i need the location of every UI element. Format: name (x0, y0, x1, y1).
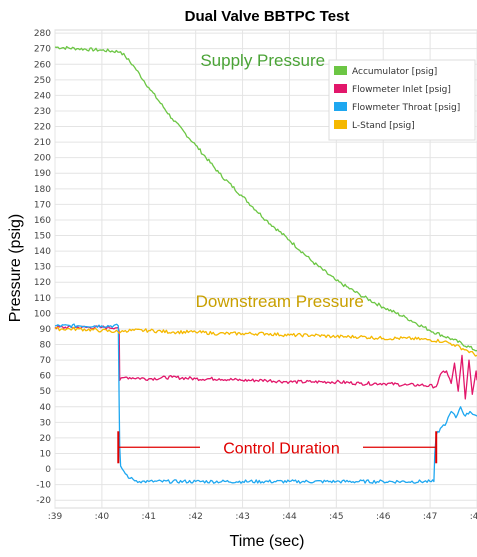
legend-label-1: Flowmeter Inlet [psig] (352, 85, 451, 95)
legend-box (328, 59, 476, 141)
y-tick-label: 140 (34, 247, 51, 257)
y-tick-label: 120 (34, 278, 51, 288)
legend-swatch-3 (334, 120, 347, 129)
y-axis-label: Pressure (psig) (7, 214, 24, 322)
legend-swatch-0 (334, 66, 347, 75)
y-tick-label: 50 (40, 387, 52, 397)
series-line-1 (54, 325, 477, 400)
legend-swatch-1 (334, 84, 347, 93)
y-tick-label: 160 (34, 216, 51, 226)
y-tick-label: 240 (34, 91, 51, 101)
x-tick-labels: :39 :40 :41 :42 :43 :44 :45 :46 :47 :48 (48, 512, 477, 522)
legend-label-3: L-Stand [psig] (352, 121, 415, 131)
y-tick-label: 0 (45, 465, 51, 475)
x-tick-label: :45 (329, 512, 343, 522)
chart-title: Dual Valve BBTPC Test (185, 8, 350, 25)
series-lines (54, 45, 477, 484)
control-duration-label: Control Duration (223, 440, 340, 457)
x-tick-label: :41 (142, 512, 156, 522)
series-line-2 (54, 323, 477, 484)
y-tick-label: 190 (34, 169, 51, 179)
annotation-label-0: Supply Pressure (200, 51, 325, 70)
x-tick-label: :39 (48, 512, 63, 522)
y-tick-label: 210 (34, 138, 51, 148)
grid (54, 30, 477, 508)
x-tick-label: :43 (235, 512, 249, 522)
y-tick-label: 280 (34, 29, 51, 39)
x-tick-label: :47 (423, 512, 437, 522)
y-tick-label: 80 (40, 341, 52, 351)
y-tick-label: -20 (36, 496, 51, 506)
x-axis-label: Time (sec) (230, 533, 305, 550)
x-tick-label: :48 (470, 512, 477, 522)
y-tick-label: 20 (40, 434, 52, 444)
y-tick-label: 200 (34, 154, 51, 164)
y-tick-label: 10 (40, 450, 52, 460)
annotations: Supply Pressure Downstream Pressure Contro… (117, 51, 438, 464)
y-tick-label: 180 (34, 185, 51, 195)
series-line-0 (54, 45, 477, 352)
y-tick-label: 60 (40, 372, 52, 382)
legend-label-0: Accumulator [psig] (352, 67, 437, 77)
annotation-label-1: Downstream Pressure (196, 292, 364, 311)
y-tick-label: 100 (34, 309, 51, 319)
x-tick-label: :40 (95, 512, 110, 522)
y-tick-label: -10 (36, 481, 51, 491)
y-tick-label: 110 (34, 294, 51, 304)
x-tick-label: :44 (282, 512, 297, 522)
x-tick-label: :42 (188, 512, 202, 522)
y-tick-label: 30 (40, 418, 52, 428)
y-tick-label: 70 (40, 356, 52, 366)
y-tick-label: 270 (34, 45, 51, 55)
x-tick-label: :46 (376, 512, 391, 522)
y-tick-label: 220 (34, 123, 51, 133)
y-tick-label: 40 (40, 403, 52, 413)
series-line-3 (54, 326, 477, 357)
y-tick-labels: -20 -10 0 10 20 30 40 50 60 70 80 90 100 110 120 130 140… (34, 29, 51, 506)
legend-label-2: Flowmeter Throat [psig] (352, 103, 460, 113)
y-tick-label: 150 (34, 232, 51, 242)
y-tick-label: 90 (40, 325, 52, 335)
y-tick-label: 260 (34, 60, 51, 70)
y-tick-label: 170 (34, 200, 51, 210)
legend: Accumulator [psig] Flowmeter Inlet [psig]… (328, 59, 476, 141)
legend-swatch-2 (334, 102, 347, 111)
y-tick-label: 130 (34, 263, 51, 273)
y-tick-label: 250 (34, 76, 51, 86)
y-tick-label: 230 (34, 107, 51, 117)
